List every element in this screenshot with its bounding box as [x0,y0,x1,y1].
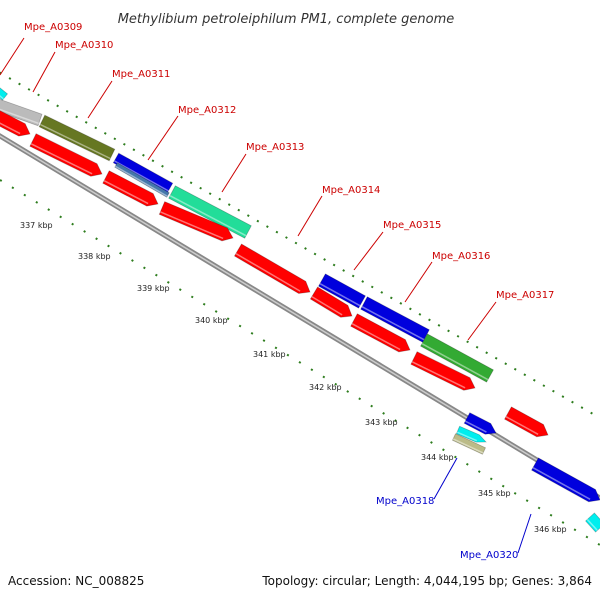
leader-line [0,37,25,76]
gene-label-mpe-a0318[interactable]: Mpe_A0318 [376,496,434,507]
leader-line [297,195,323,237]
gene-label-mpe-a0315[interactable]: Mpe_A0315 [383,220,441,231]
gene-label-mpe-a0309[interactable]: Mpe_A0309 [24,22,82,33]
gene-0314-rev-shape-highlight [311,295,343,316]
gene-0317-shape-highlight [421,343,489,381]
gene-0310-shape[interactable] [0,98,43,127]
scale-tick-label: 338 kbp [78,252,111,261]
outer-dotted-track [0,71,600,419]
topology-text: Topology: circular; Length: 4,044,195 bp… [261,574,592,588]
gene-0318b-shape[interactable] [455,425,487,443]
gene-0311-rev-shape-highlight [103,180,149,205]
leader-line [147,115,179,161]
label-leaders [0,37,532,554]
gene-0315-rev-shape-highlight [351,323,401,351]
leader-line [353,231,384,271]
gene-0314-rev-shape[interactable] [309,286,353,318]
gene-label-mpe-a0316[interactable]: Mpe_A0316 [432,251,490,262]
gene-label-mpe-a0313[interactable]: Mpe_A0313 [246,142,304,153]
gene-0314-shape[interactable] [318,273,366,309]
gene-0318-shape-highlight [464,420,487,433]
gene-0311-shape[interactable] [38,114,116,162]
gene-0313-shape-highlight [169,195,247,237]
map-title: Methylibium petroleiphilum PM1, complete… [118,12,455,27]
leader-line [221,153,247,193]
gene-shapes [0,86,600,533]
gene-0312b-shape[interactable] [114,162,170,198]
gene-label-mpe-a0317[interactable]: Mpe_A0317 [496,290,554,301]
scale-tick-label: 346 kbp [534,525,567,534]
gene-0312b-shape-highlight [114,165,168,197]
gene-0315-shape[interactable] [360,296,430,343]
gene-0315-rev-shape[interactable] [350,313,411,353]
gene-0316-rev-shape-highlight [411,361,466,389]
gene-0308-shape-highlight [0,95,4,100]
gene-0312-shape-highlight [114,160,169,192]
gene-0320-shape[interactable] [531,457,600,503]
gene-0311-rev-shape[interactable] [102,170,159,207]
scale-tick-label: 344 kbp [421,453,454,462]
gene-label-mpe-a0314[interactable]: Mpe_A0314 [322,185,380,196]
leader-line [32,51,56,93]
gene-0312-rev-shape-highlight [160,211,224,240]
leader-line [467,301,497,341]
gene-0317-shape[interactable] [420,333,494,383]
gene-0316-rev-shape[interactable] [410,351,476,391]
leader-line [433,457,458,500]
gene-0313-rev-shape[interactable] [233,243,311,294]
scale-tick-label: 339 kbp [137,284,170,293]
gene-0318b-shape-highlight [456,431,478,442]
gene-label-mpe-a0312[interactable]: Mpe_A0312 [178,105,236,116]
leader-line [87,80,113,119]
gene-0310-rev-shape-highlight [30,143,93,175]
genome-backbone [0,133,600,501]
gene-0320-shape-highlight [532,467,591,500]
gene-0315-shape-highlight [361,306,425,341]
gene-0319-shape[interactable] [504,406,549,438]
gene-label-mpe-a0320[interactable]: Mpe_A0320 [460,550,518,561]
scale-tick-label: 341 kbp [253,350,286,359]
gene-0314-shape-highlight [319,283,361,307]
leader-line [404,261,433,303]
accession-text: Accession: NC_008825 [8,574,144,588]
gene-labels: Mpe_A0309 Mpe_A0310 Mpe_A0311 Mpe_A0312 Mpe_… [24,22,554,561]
gene-0311-shape-highlight [39,123,111,160]
scale-tick-label: 340 kbp [195,316,228,325]
gene-0310-shape-highlight [0,108,40,125]
gene-0318-shape[interactable] [463,412,497,435]
gene-0308-shape[interactable] [0,86,9,101]
scale-labels: 337 kbp 338 kbp 339 kbp 340 kbp 341 kbp 342 k… [20,221,567,534]
gene-0309-rev-shape-highlight [0,122,21,135]
gene-0309-rev-shape[interactable] [0,110,31,137]
scale-tick-label: 343 kbp [365,418,398,427]
leader-line [517,513,532,554]
gene-0321-shape[interactable] [585,512,600,533]
gene-0318c-shape-highlight [452,438,484,454]
gene-0318c-shape[interactable] [451,433,487,455]
inner-dotted-track [0,179,600,546]
scale-tick-label: 337 kbp [20,221,53,230]
gene-label-mpe-a0310[interactable]: Mpe_A0310 [55,40,113,51]
gene-0312-rev-shape[interactable] [158,201,234,242]
gene-0313-rev-shape-highlight [235,252,301,292]
gene-label-mpe-a0311[interactable]: Mpe_A0311 [112,69,170,80]
scale-tick-label: 345 kbp [478,489,511,498]
gene-0310-rev-shape[interactable] [29,133,103,177]
scale-tick-label: 342 kbp [309,383,342,392]
gene-0319-shape-highlight [505,416,539,435]
gene-0321-shape-highlight [586,518,598,531]
